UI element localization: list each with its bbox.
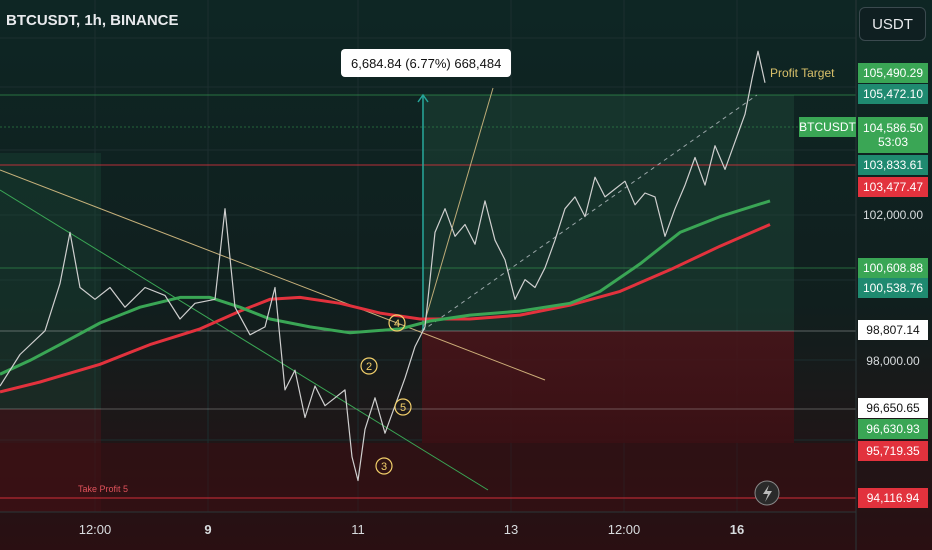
- wave-circle: [394, 398, 412, 416]
- x-tick-label: 13: [503, 522, 519, 537]
- wave-circle: [360, 357, 378, 375]
- x-tick-label: 9: [204, 522, 212, 537]
- lower-trendline: [0, 189, 489, 491]
- wave-label: 3: [381, 461, 387, 473]
- price-level-label: 105,472.10: [858, 84, 928, 104]
- currency-selector-button[interactable]: USDT: [859, 7, 926, 41]
- price-level-label: 100,608.88: [858, 258, 928, 278]
- wave-label: 4: [394, 318, 400, 330]
- symbol-price-tag: BTCUSDT: [799, 117, 856, 137]
- profit-target-label: Profit Target: [770, 66, 835, 80]
- chart-title: BTCUSDT, 1h, BINANCE: [6, 12, 179, 29]
- measure-tooltip: 6,684.84 (6.77%) 668,484: [341, 49, 512, 77]
- wave-labels: 4 2 5 3: [360, 314, 412, 475]
- horizontal-levels: [0, 94, 856, 499]
- price-level-label: 105,490.29: [858, 63, 928, 83]
- long-position-stop-zone: [422, 331, 794, 443]
- price-level-label: 100,538.76: [858, 278, 928, 298]
- measure-arrow-head: [417, 93, 429, 103]
- lightning-icon: [763, 485, 772, 502]
- take-profit-5-label: Take Profit 5: [78, 484, 129, 494]
- left-green-zone: [0, 153, 101, 409]
- price-level-label: 103,477.47: [858, 177, 928, 197]
- price-level-label: 103,833.61: [858, 155, 928, 175]
- current-price-label: 104,586.50 53:03: [858, 117, 928, 153]
- bottom-red-band: [0, 443, 856, 512]
- current-price-value: 104,586.50: [862, 121, 924, 135]
- wave-circle: [375, 457, 393, 475]
- x-tick-label: 12:00: [78, 522, 112, 537]
- wave-label: 5: [400, 402, 406, 414]
- moving-average-line: [0, 223, 771, 394]
- fib-line: [421, 87, 494, 332]
- price-level-label: 96,630.93: [858, 419, 928, 439]
- wave-circle: [388, 314, 406, 332]
- descending-trendline: [0, 169, 546, 381]
- price-level-label: 94,116.94: [858, 488, 928, 508]
- wave-label: 2: [366, 361, 372, 373]
- candle-countdown: 53:03: [877, 135, 909, 149]
- x-tick-label: 16: [729, 522, 745, 537]
- x-tick-label: 12:00: [607, 522, 641, 537]
- y-tick-98000: 98,000.00: [866, 354, 920, 368]
- y-tick-102000: 102,000.00: [862, 208, 924, 222]
- x-tick-label: 11: [351, 522, 365, 537]
- price-level-label: 95,719.35: [858, 441, 928, 461]
- price-level-label: 96,650.65: [858, 398, 928, 418]
- series-layer: [0, 50, 771, 482]
- price-level-label: 98,807.14: [858, 320, 928, 340]
- price-series-line: [0, 50, 766, 482]
- moving-average-line: [0, 199, 771, 376]
